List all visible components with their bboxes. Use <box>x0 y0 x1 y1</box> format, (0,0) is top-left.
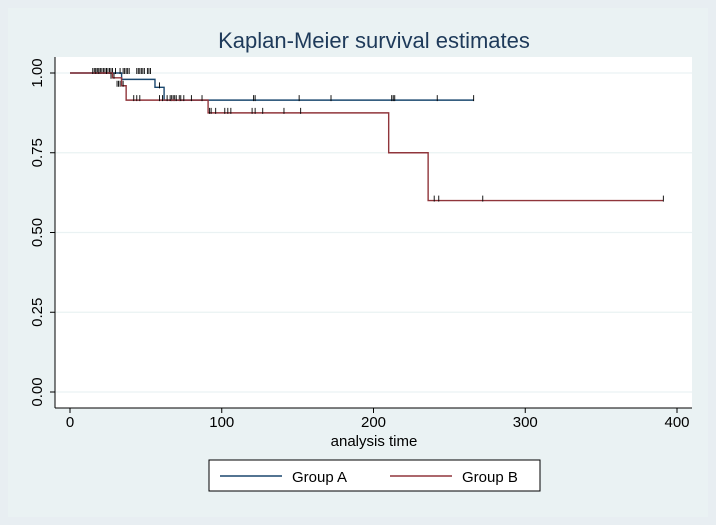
x-tick-label: 200 <box>361 414 386 431</box>
x-axis-title: analysis time <box>331 433 418 450</box>
km-curve-group-a <box>70 72 474 101</box>
y-tick-label: 0.50 <box>29 218 46 247</box>
x-tick-label: 100 <box>209 414 234 431</box>
x-tick-label: 0 <box>66 414 74 431</box>
legend: Group A Group B <box>208 459 541 492</box>
y-tick-label: 1.00 <box>29 58 46 87</box>
series-layer <box>70 68 664 202</box>
chart-title: Kaplan-Meier survival estimates <box>218 28 530 53</box>
x-tick-label: 400 <box>664 414 689 431</box>
y-tick-label: 0.00 <box>29 377 46 406</box>
y-tick-label: 0.75 <box>29 138 46 167</box>
legend-label-group-b: Group B <box>462 469 518 486</box>
axes: 0.00 0.25 0.50 0.75 1.00 0 100 200 300 400 <box>29 57 692 431</box>
legend-label-group-a: Group A <box>292 469 347 486</box>
grid-lines <box>55 72 692 393</box>
y-tick-label: 0.25 <box>29 298 46 327</box>
x-tick-label: 300 <box>513 414 538 431</box>
